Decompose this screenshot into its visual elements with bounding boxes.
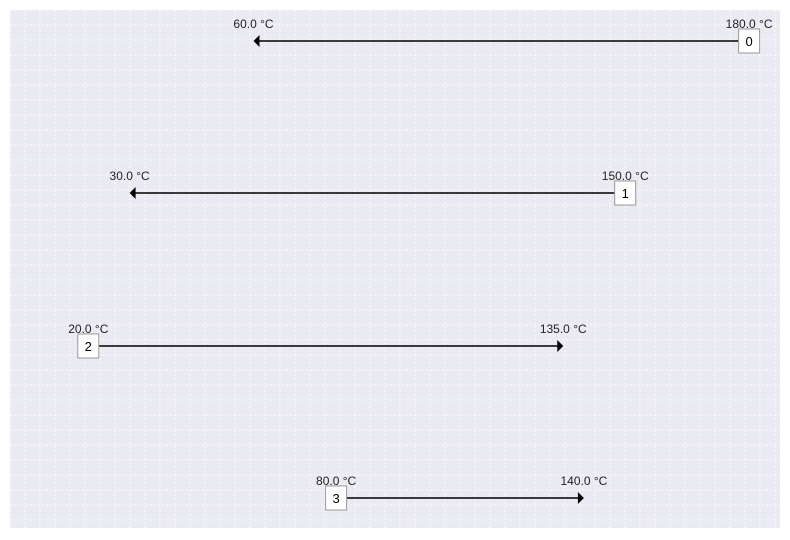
end-temperature-label: 30.0 °C (110, 169, 150, 183)
plot-background (10, 10, 780, 528)
stream-2: 20.0 °C 135.0 °C 2 (68, 322, 587, 359)
stream-0: 180.0 °C 60.0 °C 0 (233, 17, 773, 54)
arrow-head-icon (577, 492, 584, 504)
stream-id-box (77, 333, 100, 359)
stream-id-label: 2 (85, 339, 92, 354)
streams: 180.0 °C 60.0 °C 0 150.0 °C 30.0 °C 1 20.0 °C 1… (68, 17, 773, 511)
end-temperature-label: 140.0 °C (560, 474, 607, 488)
start-temperature-label: 80.0 °C (316, 474, 356, 488)
stream-id-box (738, 28, 761, 54)
stream-3: 80.0 °C 140.0 °C 3 (316, 474, 608, 511)
stream-id-box (614, 180, 637, 206)
arrow-head-icon (557, 340, 564, 352)
start-temperature-label: 20.0 °C (68, 322, 108, 336)
stream-id-label: 0 (745, 34, 752, 49)
stream-id-label: 1 (622, 186, 629, 201)
stream-1: 150.0 °C 30.0 °C 1 (110, 169, 649, 206)
start-temperature-label: 150.0 °C (602, 169, 649, 183)
stream-id-box (325, 485, 348, 511)
grid (9, 9, 780, 528)
end-temperature-label: 135.0 °C (540, 322, 587, 336)
end-temperature-label: 60.0 °C (233, 17, 273, 31)
arrow-head-icon (129, 187, 136, 199)
arrow-head-icon (253, 35, 260, 47)
stream-id-label: 3 (332, 491, 339, 506)
start-temperature-label: 180.0 °C (726, 17, 773, 31)
